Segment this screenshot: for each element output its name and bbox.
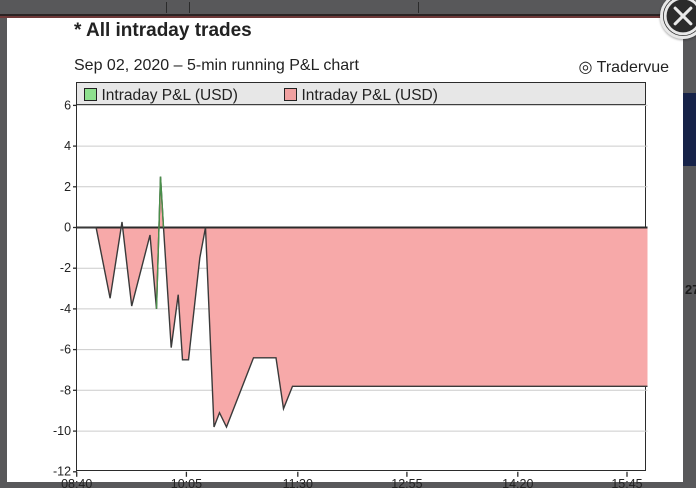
svg-text:14:20: 14:20 xyxy=(502,476,533,488)
svg-text:08:40: 08:40 xyxy=(61,476,92,488)
svg-text:-8: -8 xyxy=(59,383,70,397)
svg-text:-10: -10 xyxy=(52,423,70,437)
svg-text:4: 4 xyxy=(64,139,71,153)
svg-text:2: 2 xyxy=(64,179,71,193)
svg-text:11:30: 11:30 xyxy=(282,476,312,488)
svg-text:0: 0 xyxy=(64,220,71,234)
svg-text:15:45: 15:45 xyxy=(611,476,642,488)
svg-text:-4: -4 xyxy=(59,301,70,315)
svg-text:6: 6 xyxy=(64,98,71,112)
svg-text:10:05: 10:05 xyxy=(170,476,201,488)
svg-text:-2: -2 xyxy=(59,261,70,275)
svg-text:-6: -6 xyxy=(59,342,70,356)
svg-text:12:55: 12:55 xyxy=(391,476,422,488)
